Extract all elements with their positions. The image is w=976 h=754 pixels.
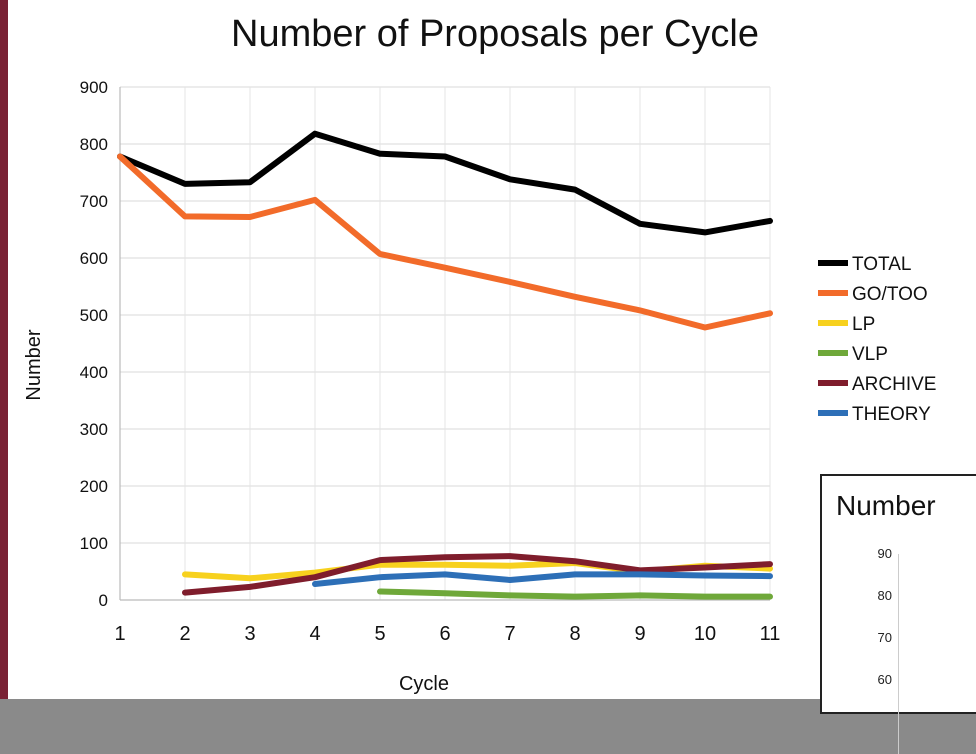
x-tick-label-1: 1 [114, 623, 125, 645]
y-tick-label-400: 400 [80, 363, 108, 382]
legend-label-archive: ARCHIVE [852, 374, 936, 395]
y-tick-label-300: 300 [80, 420, 108, 439]
grid [119, 86, 771, 601]
inset-chart: Number 90 80 70 60 [820, 474, 976, 754]
legend: TOTAL GO/TOO LP VLP ARCHIVE THEORY [818, 254, 936, 425]
axes: 0 100 200 300 400 500 600 700 800 900 1 2 3 4 5 6 7 8 9 10 1… [80, 78, 781, 645]
x-tick-label-7: 7 [504, 623, 515, 645]
x-tick-label-4: 4 [309, 623, 320, 645]
x-tick-label-8: 8 [569, 623, 580, 645]
y-tick-label-800: 800 [80, 135, 108, 154]
legend-label-vlp: VLP [852, 344, 888, 365]
x-tick-label-6: 6 [439, 623, 450, 645]
series-line-theory [312, 571, 773, 587]
series-line-go-too [117, 153, 773, 331]
legend-label-lp: LP [852, 314, 875, 335]
y-axis-label: Number [23, 329, 45, 400]
inset-y-tick-label-60: 60 [877, 672, 892, 687]
inset-chart-title: Number [836, 490, 936, 521]
inset-y-tick-label-70: 70 [877, 630, 892, 645]
legend-label-theory: THEORY [852, 404, 931, 425]
inset-y-axis [898, 554, 899, 754]
y-tick-label-900: 900 [80, 78, 108, 97]
legend-label-total: TOTAL [852, 254, 911, 275]
x-axis-label: Cycle [399, 673, 449, 695]
series-line-vlp [377, 588, 773, 600]
x-tick-label-5: 5 [374, 623, 385, 645]
series-line-total [117, 130, 773, 236]
y-tick-label-200: 200 [80, 477, 108, 496]
x-tick-label-10: 10 [694, 623, 716, 645]
left-edge-strip [0, 0, 8, 699]
inset-y-tick-label-90: 90 [877, 546, 892, 561]
y-tick-label-600: 600 [80, 249, 108, 268]
y-tick-label-500: 500 [80, 306, 108, 325]
inset-y-tick-label-80: 80 [877, 588, 892, 603]
x-tick-label-3: 3 [244, 623, 255, 645]
y-tick-label-700: 700 [80, 192, 108, 211]
proposals-line-chart: 0 100 200 300 400 500 600 700 800 900 1 2 3 4 5 6 7 8 9 10 1… [23, 13, 936, 695]
y-tick-label-100: 100 [80, 534, 108, 553]
series-line-archive [182, 553, 773, 596]
x-tick-label-9: 9 [634, 623, 645, 645]
x-tick-label-2: 2 [179, 623, 190, 645]
y-tick-label-0: 0 [99, 591, 108, 610]
x-tick-label-11: 11 [760, 623, 781, 645]
series-lines [117, 130, 773, 600]
legend-label-go-too: GO/TOO [852, 284, 928, 305]
chart-panel [8, 0, 976, 699]
chart-title: Number of Proposals per Cycle [231, 13, 759, 55]
